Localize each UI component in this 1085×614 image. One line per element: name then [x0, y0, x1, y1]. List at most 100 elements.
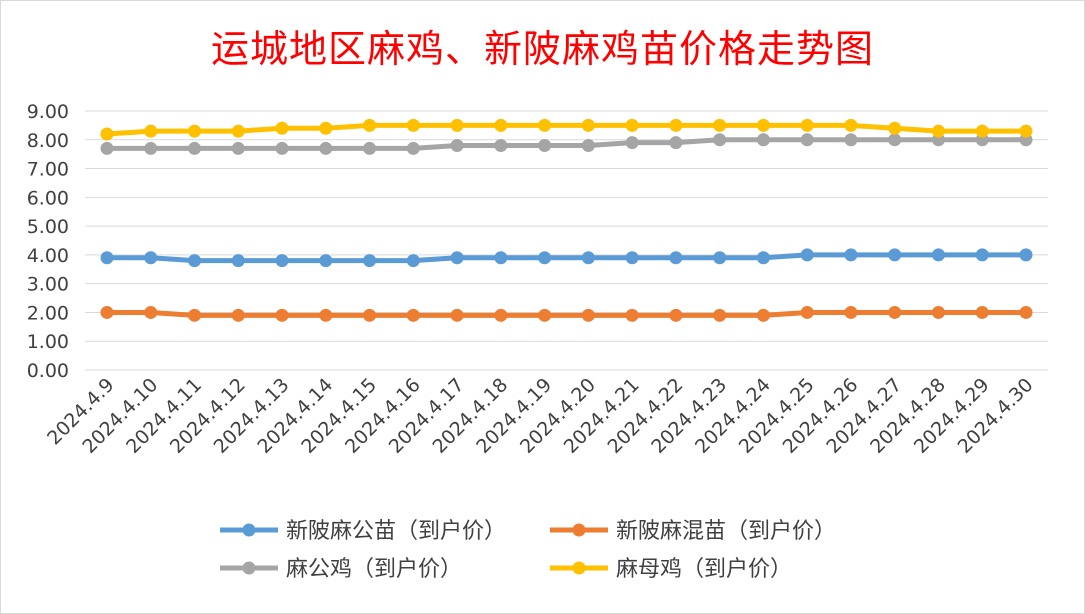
data-point [363, 308, 377, 322]
data-point [756, 308, 770, 322]
data-point [713, 118, 727, 132]
series-1 [100, 305, 1033, 322]
data-point [406, 118, 420, 132]
data-point [275, 254, 289, 268]
data-point [406, 308, 420, 322]
data-point [450, 139, 464, 153]
data-point [494, 308, 508, 322]
data-point [625, 251, 639, 265]
data-point [231, 308, 245, 322]
y-tick-label: 8.00 [27, 130, 69, 152]
data-point [800, 118, 814, 132]
data-point [450, 308, 464, 322]
data-point [1019, 248, 1033, 262]
data-point [669, 136, 683, 150]
y-tick-label: 9.00 [27, 101, 69, 123]
data-point [100, 305, 114, 319]
data-point [450, 118, 464, 132]
data-point [1019, 305, 1033, 319]
data-point [144, 251, 158, 265]
data-point [756, 133, 770, 147]
legend-swatch-marker [572, 561, 586, 575]
legend-label: 麻母鸡（到户价） [616, 557, 792, 582]
data-point [188, 308, 202, 322]
data-point [494, 251, 508, 265]
y-tick-label: 6.00 [27, 187, 69, 209]
series-line [104, 252, 1029, 264]
data-point [844, 133, 858, 147]
data-point [713, 133, 727, 147]
data-point [756, 118, 770, 132]
data-point [975, 305, 989, 319]
data-point [450, 251, 464, 265]
data-point [319, 121, 333, 135]
data-point [100, 127, 114, 141]
data-point [800, 248, 814, 262]
data-point [669, 308, 683, 322]
data-point [494, 139, 508, 153]
data-point [275, 308, 289, 322]
data-point [931, 305, 945, 319]
data-point [319, 141, 333, 155]
y-tick-label: 3.00 [27, 274, 69, 296]
data-point [363, 254, 377, 268]
data-point [144, 124, 158, 138]
data-point [538, 118, 552, 132]
data-point [581, 308, 595, 322]
data-point [538, 251, 552, 265]
data-point [275, 141, 289, 155]
data-point [231, 254, 245, 268]
data-point [931, 124, 945, 138]
data-point [538, 308, 552, 322]
data-point [625, 136, 639, 150]
data-point [319, 308, 333, 322]
y-tick-label: 4.00 [27, 245, 69, 267]
series-2 [100, 133, 1033, 155]
data-point [581, 251, 595, 265]
data-point [625, 118, 639, 132]
data-point [669, 118, 683, 132]
legend-item: 新陂麻公苗（到户价） [220, 519, 506, 544]
data-point [1019, 124, 1033, 138]
legend-item: 麻母鸡（到户价） [550, 557, 792, 582]
data-point [406, 141, 420, 155]
data-point [844, 305, 858, 319]
data-point [100, 251, 114, 265]
data-point [363, 118, 377, 132]
series-line [104, 122, 1029, 137]
data-point [581, 118, 595, 132]
data-point [363, 141, 377, 155]
series-0 [100, 248, 1033, 268]
data-point [756, 251, 770, 265]
chart-title: 运城地区麻鸡、新陂麻鸡苗价格走势图 [210, 27, 874, 71]
data-point [581, 139, 595, 153]
legend-item: 麻公鸡（到户价） [220, 557, 462, 582]
data-point [888, 248, 902, 262]
y-tick-label: 1.00 [27, 331, 69, 353]
data-point [625, 308, 639, 322]
y-tick-label: 5.00 [27, 216, 69, 238]
data-point [538, 139, 552, 153]
data-point [800, 133, 814, 147]
data-point [275, 121, 289, 135]
y-tick-label: 7.00 [27, 159, 69, 181]
data-point [844, 248, 858, 262]
data-point [231, 141, 245, 155]
data-point [188, 124, 202, 138]
data-point [494, 118, 508, 132]
data-point [144, 141, 158, 155]
data-point [975, 248, 989, 262]
data-point [188, 254, 202, 268]
data-point [669, 251, 683, 265]
data-point [144, 305, 158, 319]
data-point [888, 121, 902, 135]
legend-swatch-marker [242, 561, 256, 575]
legend-item: 新陂麻混苗（到户价） [550, 519, 836, 544]
data-point [800, 305, 814, 319]
data-point [100, 141, 114, 155]
series-3 [100, 118, 1033, 141]
legend-label: 新陂麻公苗（到户价） [286, 519, 506, 544]
legend-swatch-marker [242, 523, 256, 537]
